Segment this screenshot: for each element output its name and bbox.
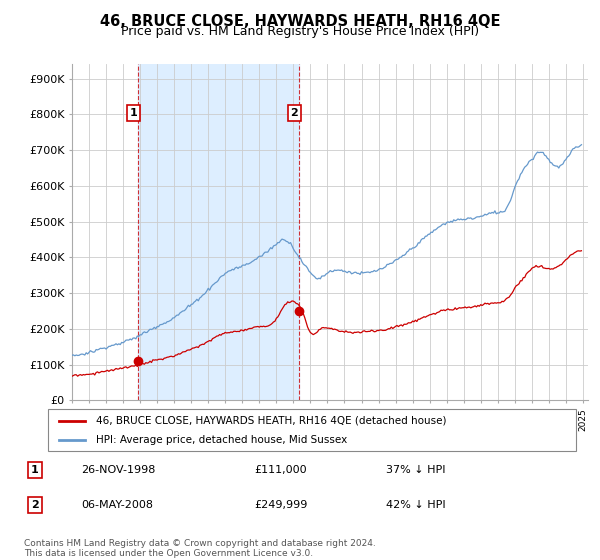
Text: 46, BRUCE CLOSE, HAYWARDS HEATH, RH16 4QE: 46, BRUCE CLOSE, HAYWARDS HEATH, RH16 4Q… [100,14,500,29]
Text: 46, BRUCE CLOSE, HAYWARDS HEATH, RH16 4QE (detached house): 46, BRUCE CLOSE, HAYWARDS HEATH, RH16 4Q… [95,416,446,426]
Text: 1: 1 [31,465,39,475]
Text: 37% ↓ HPI: 37% ↓ HPI [386,465,446,475]
Text: Contains HM Land Registry data © Crown copyright and database right 2024.
This d: Contains HM Land Registry data © Crown c… [24,539,376,558]
Text: 2: 2 [31,500,39,510]
Text: 06-MAY-2008: 06-MAY-2008 [81,500,153,510]
Text: £249,999: £249,999 [254,500,307,510]
Text: 2: 2 [290,108,298,118]
Bar [139,64,299,400]
Text: 26-NOV-1998: 26-NOV-1998 [81,465,155,475]
Text: £111,000: £111,000 [254,465,307,475]
Text: 42% ↓ HPI: 42% ↓ HPI [386,500,446,510]
Text: HPI: Average price, detached house, Mid Sussex: HPI: Average price, detached house, Mid … [95,435,347,445]
Text: 1: 1 [130,108,137,118]
Text: Price paid vs. HM Land Registry's House Price Index (HPI): Price paid vs. HM Land Registry's House … [121,25,479,38]
